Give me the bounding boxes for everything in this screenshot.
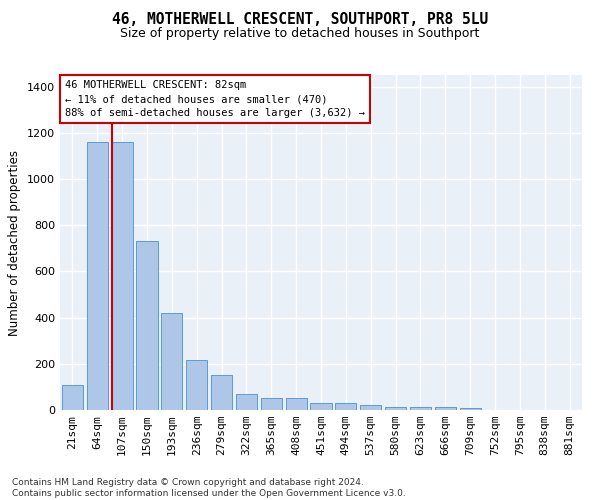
Bar: [385, 406, 406, 410]
Bar: [310, 403, 332, 410]
Bar: [360, 406, 381, 410]
Bar: [62, 386, 83, 410]
Bar: [236, 394, 257, 410]
Text: Size of property relative to detached houses in Southport: Size of property relative to detached ho…: [121, 28, 479, 40]
Bar: [286, 398, 307, 410]
Bar: [161, 313, 182, 410]
Bar: [136, 242, 158, 410]
Bar: [460, 408, 481, 410]
Bar: [87, 142, 108, 410]
Bar: [261, 398, 282, 410]
Text: 46 MOTHERWELL CRESCENT: 82sqm
← 11% of detached houses are smaller (470)
88% of : 46 MOTHERWELL CRESCENT: 82sqm ← 11% of d…: [65, 80, 365, 118]
Bar: [112, 142, 133, 410]
Bar: [435, 406, 456, 410]
Y-axis label: Number of detached properties: Number of detached properties: [8, 150, 22, 336]
Text: 46, MOTHERWELL CRESCENT, SOUTHPORT, PR8 5LU: 46, MOTHERWELL CRESCENT, SOUTHPORT, PR8 …: [112, 12, 488, 28]
Bar: [335, 403, 356, 410]
Bar: [410, 406, 431, 410]
Bar: [211, 376, 232, 410]
Bar: [186, 360, 207, 410]
Text: Contains HM Land Registry data © Crown copyright and database right 2024.
Contai: Contains HM Land Registry data © Crown c…: [12, 478, 406, 498]
